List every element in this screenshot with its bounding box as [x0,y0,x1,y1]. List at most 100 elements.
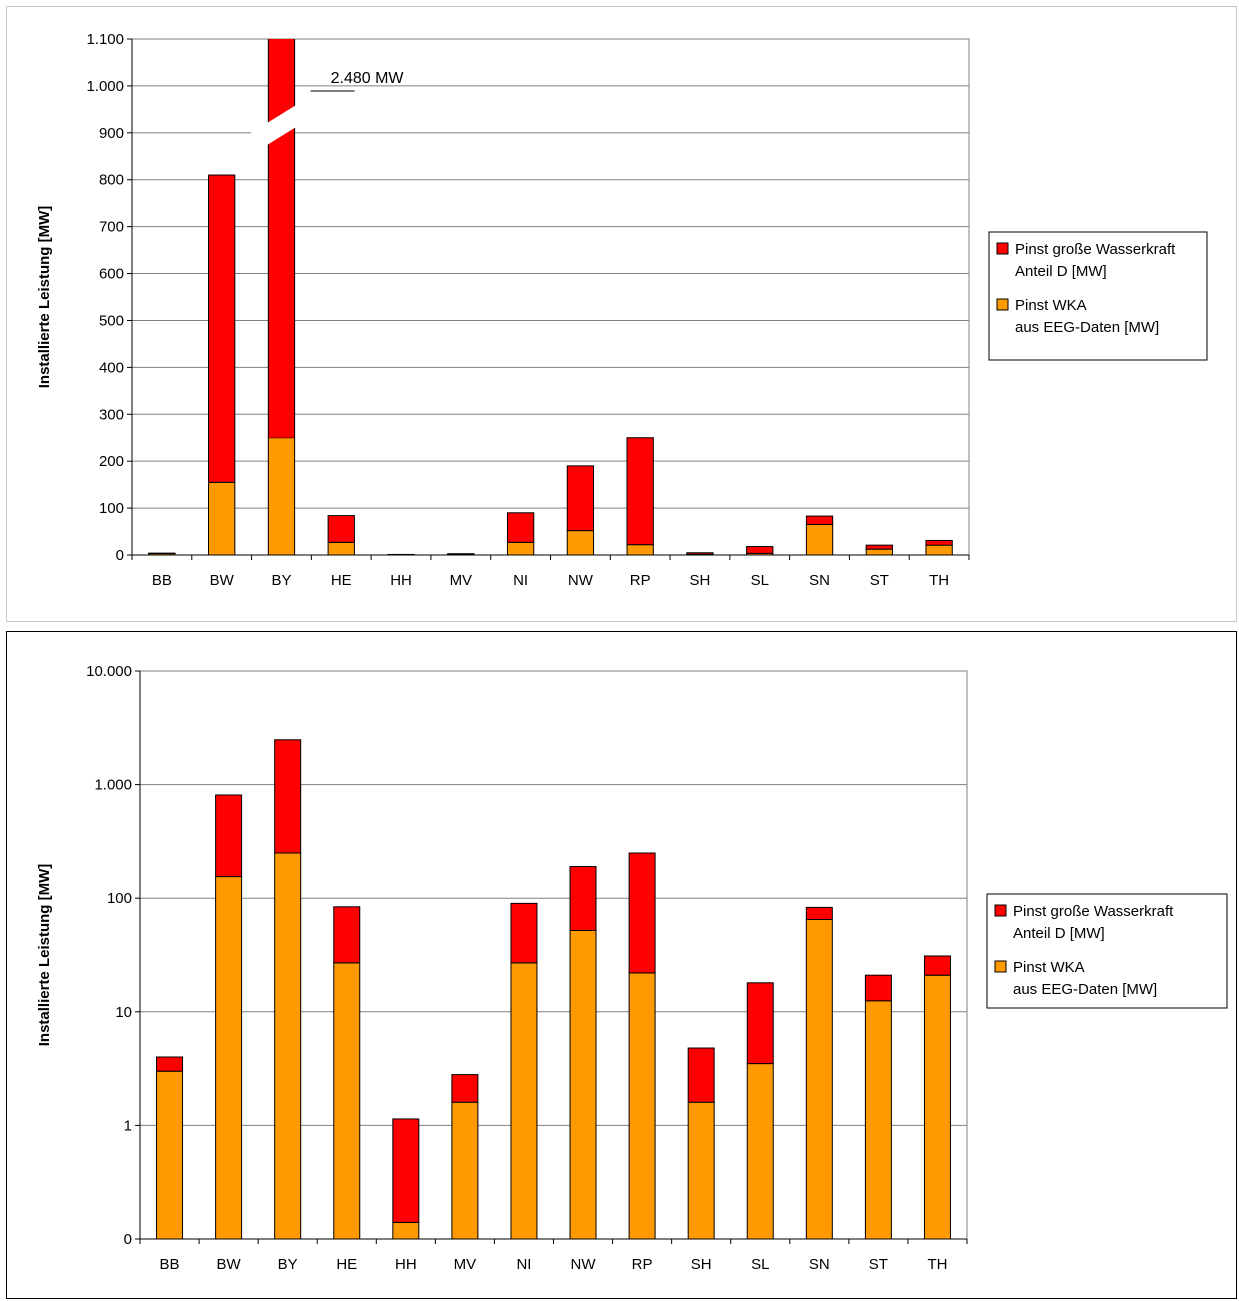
x-tick-label: NW [571,1256,597,1273]
legend-label: Anteil D [MW] [1015,263,1107,280]
linear-chart: 0 100 200 300 400 500 600 700 800 900 1.000 1.100 In… [36,31,1208,589]
y-axis-title: Installierte Leistung [MW] [36,206,53,389]
x-tick-label: MV [454,1256,477,1273]
bar-ni-wasserkraft [510,902,538,964]
bar-he-wasserkraft [333,906,361,964]
bar-th-wasserkraft [923,955,951,976]
y-tick-label: 200 [99,453,124,470]
bar-sn-wasserkraft [805,515,834,526]
x-tick-label: RP [632,1256,653,1273]
bar-rp-wasserkraft [626,437,654,546]
x-tick-label: BW [210,572,235,589]
bar-by-wasserkraft [268,39,295,438]
plot-area [131,38,970,556]
x-tick-label: SL [751,572,769,589]
bar-ni-wasserkraft [506,512,535,543]
bar-bw-wasserkraft [215,794,243,878]
bar-mv-wasserkraft [447,553,475,555]
bar-hh-wka [392,1221,420,1240]
y-tick-label: 0 [116,547,124,564]
bar-ni-wka [510,962,538,1240]
x-tick-label: ST [869,1256,888,1273]
bar-mv-wka [451,1101,479,1240]
x-tick-label: RP [630,572,651,589]
break-annotation: 2.480 MW [331,70,405,87]
y-tick-label: 900 [99,125,124,142]
x-tick-label: SN [809,1256,830,1273]
x-tick-label: BB [160,1256,180,1273]
y-axis-title: Installierte Leistung [MW] [36,864,53,1047]
bar-th-wka [923,974,951,1240]
legend-label: Pinst große Wasserkraft [1015,241,1176,258]
x-tick-label: BW [217,1256,242,1273]
bar-he-wka [333,962,361,1240]
y-tick-label: 700 [99,219,124,236]
bar-th-wasserkraft [925,539,953,546]
log-chart: 0 1 10 100 1.000 10.000 Installierte Leistung … [36,663,1228,1273]
y-tick-label: 600 [99,266,124,283]
x-tick-label: TH [927,1256,947,1273]
bar-sn-wka [805,918,833,1240]
y-tick-label: 10 [115,1004,132,1021]
plot-area [139,670,968,1240]
bar-ni-wka [506,541,535,556]
bar-rp-wka [626,544,654,556]
x-tick-label: NW [568,572,594,589]
legend-swatch [994,960,1007,973]
y-tick-label: 100 [99,500,124,517]
bar-nw-wka [566,530,595,556]
y-tick-label: 0 [124,1231,132,1248]
y-tick-label: 500 [99,312,124,329]
y-tick-label: 1.000 [86,78,124,95]
x-tick-label: SH [691,1256,712,1273]
x-tick-label: MV [450,572,473,589]
bar-sl-wka [746,1063,774,1240]
legend-swatch [996,298,1009,311]
bar-by-wasserkraft [274,739,302,854]
bar-bw-wka [208,481,236,556]
bar-by-wka [267,437,296,556]
bar-sn-wasserkraft [805,906,833,920]
bar-th-wka [925,544,953,556]
legend-label: Pinst WKA [1015,297,1087,314]
y-tick-label: 300 [99,406,124,423]
x-tick-label: HE [336,1256,357,1273]
bar-nw-wasserkraft [566,465,595,532]
x-tick-label: BY [278,1256,298,1273]
x-tick-label: SL [751,1256,769,1273]
bar-sh-wka [687,1101,715,1240]
bar-he-wka [327,541,355,556]
bar-st-wka [864,1000,892,1240]
bar-st-wasserkraft [864,974,892,1002]
legend-swatch [996,242,1009,255]
legend-box [988,231,1208,361]
bar-sl-wasserkraft [746,982,774,1065]
x-tick-label: TH [929,572,949,589]
legend-label: Pinst große Wasserkraft [1013,903,1174,920]
bar-nw-wka [569,929,597,1240]
bar-by-wka [274,852,302,1240]
bar-sn-wka [805,524,834,556]
bar-he-wasserkraft [327,515,355,543]
legend-swatch [994,904,1007,917]
x-tick-label: ST [870,572,889,589]
chart-panel-log: 0 1 10 100 1.000 10.000 Installierte Leistung … [6,631,1237,1299]
x-tick-label: HH [395,1256,417,1273]
x-tick-label: NI [516,1256,531,1273]
bar-rp-wka [628,972,656,1240]
legend-label: Pinst WKA [1013,959,1085,976]
x-tick-label: BB [152,572,172,589]
chart-panel-linear: 0 100 200 300 400 500 600 700 800 900 1.000 1.100 In… [6,6,1237,622]
legend-label: aus EEG-Daten [MW] [1015,319,1159,336]
y-tick-label: 1.000 [94,777,132,794]
x-tick-label: BY [271,572,291,589]
legend-label: Anteil D [MW] [1013,925,1105,942]
axis-break-gap [228,101,303,169]
y-tick-label: 10.000 [86,663,132,680]
bar-nw-wasserkraft [569,866,597,931]
bar-bb-wka [156,1070,184,1240]
x-tick-label: HH [390,572,412,589]
bar-bb-wasserkraft [156,1056,184,1072]
x-tick-label: HE [331,572,352,589]
bar-rp-wasserkraft [628,852,656,974]
